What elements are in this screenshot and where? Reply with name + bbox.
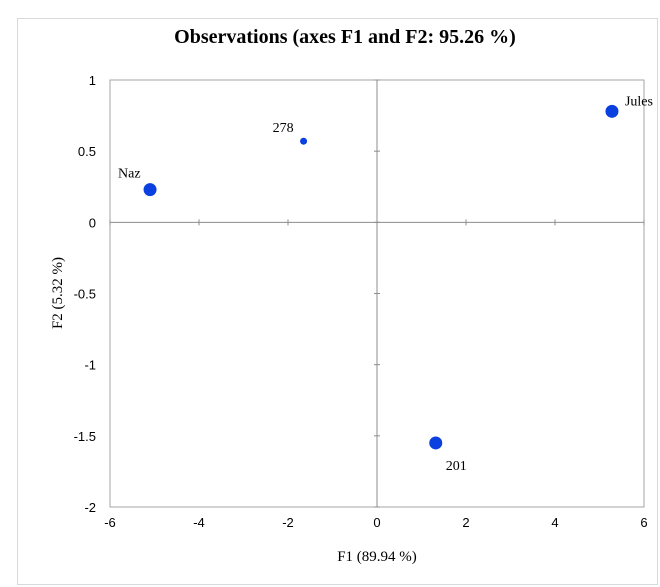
y-axis-label: F2 (5.32 %)	[50, 257, 66, 329]
x-tick-label: 2	[462, 515, 469, 530]
x-tick-labels: -6 -4 -2 0 2 4 6	[104, 515, 647, 530]
y-tick-label: -2	[84, 500, 96, 515]
x-tick-label: 0	[373, 515, 380, 530]
chart-frame	[17, 18, 658, 585]
y-tick-label: -0.5	[74, 287, 96, 302]
x-tick-label: -4	[193, 515, 205, 530]
data-point	[300, 137, 308, 145]
data-point	[143, 183, 157, 197]
data-point-label: Naz	[118, 167, 141, 182]
y-tick-label: -1.5	[74, 429, 96, 444]
y-tick-label: 1	[89, 73, 96, 88]
data-points: Naz 278 Jules 201	[118, 94, 653, 474]
x-tick-label: -6	[104, 515, 116, 530]
data-point-label: 278	[273, 121, 294, 136]
y-tick-label: 0	[89, 215, 96, 230]
data-point	[429, 436, 443, 450]
data-point-label: 201	[446, 459, 467, 474]
x-tick-label: 4	[551, 515, 558, 530]
chart-title: Observations (axes F1 and F2: 95.26 %)	[174, 26, 516, 48]
x-axis-label: F1 (89.94 %)	[337, 549, 417, 565]
x-tick-label: -2	[282, 515, 294, 530]
data-point-label: Jules	[625, 94, 653, 109]
y-tick-labels: 1 0.5 0 -0.5 -1 -1.5 -2	[74, 73, 96, 515]
axes	[109, 79, 645, 508]
y-tick-label: 0.5	[78, 144, 96, 159]
data-point	[605, 104, 619, 118]
y-tick-label: -1	[84, 358, 96, 373]
x-tick-label: 6	[640, 515, 647, 530]
